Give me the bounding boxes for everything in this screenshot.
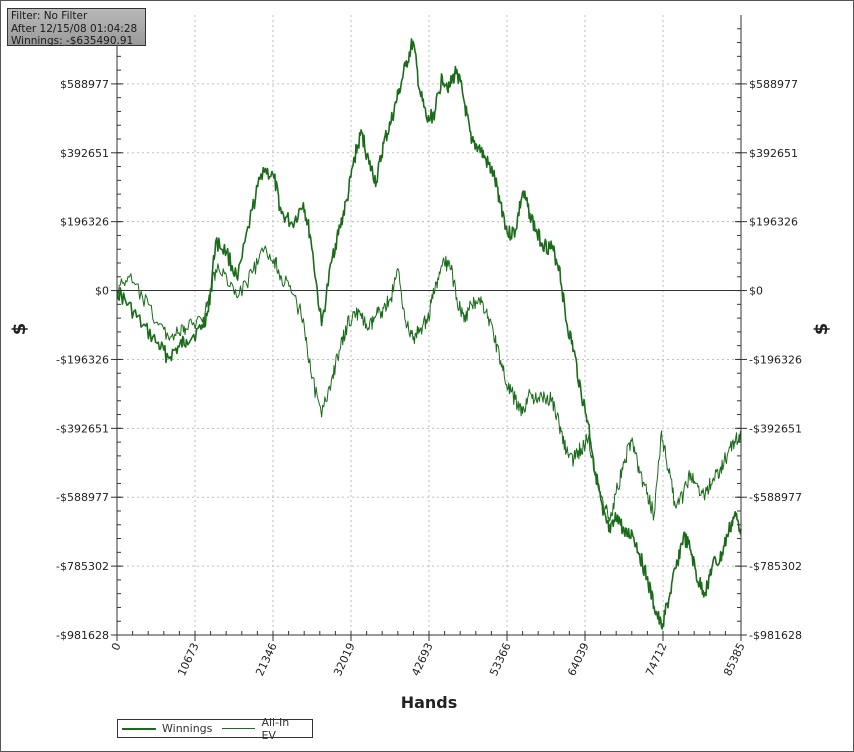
y-axis-title-right: $ bbox=[811, 323, 832, 336]
y-tick-label-left: $0 bbox=[95, 285, 109, 298]
series-line-winnings bbox=[116, 38, 742, 630]
legend: Winnings All-In EV bbox=[117, 716, 313, 742]
y-tick-label-left: $588977 bbox=[60, 78, 109, 91]
x-tick-label: 74712 bbox=[643, 641, 670, 678]
y-tick-label-right: $0 bbox=[749, 285, 763, 298]
y-tick-label-left: -$981628 bbox=[56, 629, 109, 642]
y-tick-label-right: $196326 bbox=[749, 216, 798, 229]
y-tick-label-right: -$196326 bbox=[749, 353, 802, 366]
y-tick-label-right: -$588977 bbox=[749, 491, 802, 504]
x-tick-label: 42693 bbox=[409, 641, 436, 678]
legend-label: All-In EV bbox=[261, 715, 290, 742]
x-tick-label: 10673 bbox=[175, 641, 202, 678]
series-line-allin-ev bbox=[116, 245, 742, 522]
legend-swatch bbox=[222, 728, 256, 729]
x-tick-label: 85385 bbox=[721, 641, 748, 678]
y-tick-label-right: -$785302 bbox=[749, 560, 802, 573]
y-tick-label-right: $392651 bbox=[749, 147, 798, 160]
y-tick-label-left: $196326 bbox=[60, 216, 109, 229]
grid-lines bbox=[116, 15, 742, 636]
legend-swatch bbox=[122, 727, 156, 730]
filter-text: Filter: No Filter bbox=[11, 10, 88, 22]
y-tick-label-left: -$392651 bbox=[56, 422, 109, 435]
y-axis-title-left: $ bbox=[9, 323, 30, 336]
x-tick-label: 64039 bbox=[565, 641, 592, 678]
legend-label: Winnings bbox=[162, 722, 213, 735]
winnings-text: Winnings: -$635490.91 bbox=[11, 35, 134, 47]
y-tick-label-left: -$785302 bbox=[56, 560, 109, 573]
y-tick-label-right: -$981628 bbox=[749, 629, 802, 642]
y-tick-label-left: -$196326 bbox=[56, 353, 109, 366]
y-tick-label-right: -$392651 bbox=[749, 422, 802, 435]
y-tick-label-right: $588977 bbox=[749, 78, 798, 91]
legend-item-allin-ev: All-In EV bbox=[222, 716, 306, 742]
plot-area bbox=[116, 38, 742, 630]
x-axis-title: Hands bbox=[401, 693, 458, 712]
x-tick-label: 32019 bbox=[331, 641, 358, 678]
legend-item-winnings: Winnings bbox=[122, 722, 212, 735]
y-tick-label-left: -$588977 bbox=[56, 491, 109, 504]
x-tick-label: 53366 bbox=[487, 641, 514, 678]
y-tick-label-left: $392651 bbox=[60, 147, 109, 160]
date-text: After 12/15/08 01:04:28 bbox=[11, 22, 138, 35]
info-box: Filter: No Filter After 12/15/08 01:04:2… bbox=[7, 8, 146, 47]
x-tick-label: 0 bbox=[109, 641, 124, 653]
x-tick-label: 21346 bbox=[253, 641, 280, 678]
